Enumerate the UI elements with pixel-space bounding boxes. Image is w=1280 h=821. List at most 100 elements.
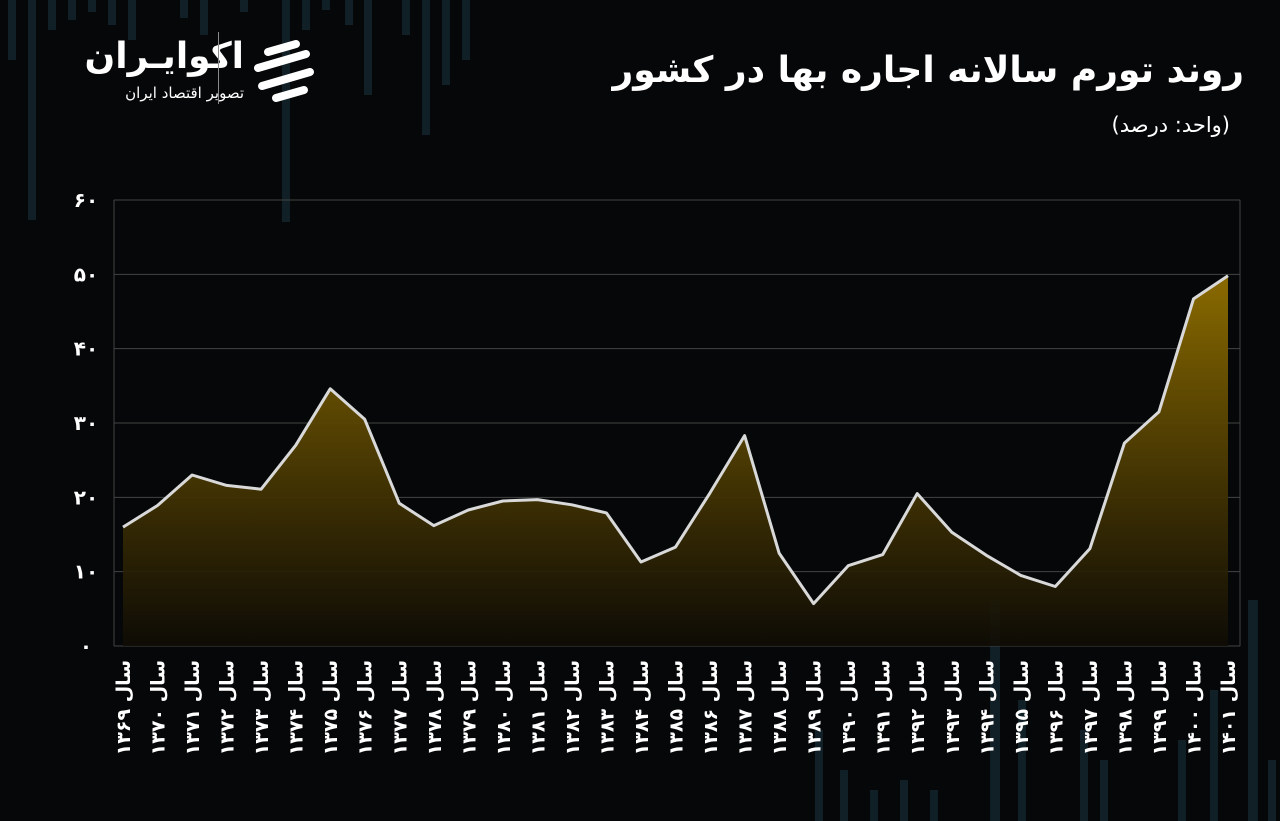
data-point xyxy=(1088,547,1092,551)
data-point xyxy=(259,487,263,491)
x-tick-label: سال ۱۳۹۳ xyxy=(942,660,964,755)
y-tick-label: ۴۰ xyxy=(74,337,98,361)
brand-name: اکوایـران xyxy=(84,36,244,77)
data-point xyxy=(363,417,367,421)
x-tick-label: سال ۱۳۸۶ xyxy=(700,660,722,755)
decor-bar xyxy=(815,730,823,821)
x-tick-label: سال ۱۳۸۵ xyxy=(666,660,688,755)
data-point xyxy=(570,503,574,507)
brand-logo: اکوایـران تصویر اقتصاد ایران xyxy=(50,32,320,112)
data-point xyxy=(328,387,332,391)
x-tick-label: سال ۱۴۰۱ xyxy=(1218,660,1240,755)
data-point xyxy=(501,499,505,503)
decor-bar xyxy=(1210,690,1218,821)
decor-bar xyxy=(1080,730,1088,821)
x-tick-label: سال ۱۳۹۰ xyxy=(838,660,860,755)
decor-bar xyxy=(345,0,353,25)
x-tick-label: سال ۱۳۷۳ xyxy=(251,660,273,755)
data-point xyxy=(708,491,712,495)
y-tick-label: ۱۰ xyxy=(74,560,98,584)
decor-bar xyxy=(8,0,16,60)
x-tick-label: سال ۱۳۶۹ xyxy=(113,660,135,755)
data-point xyxy=(1053,585,1057,589)
data-point xyxy=(225,483,229,487)
chart-title: روند تورم سالانه اجاره بها در کشور xyxy=(612,50,1244,91)
decor-bar xyxy=(28,0,36,220)
decor-bar xyxy=(240,0,248,12)
x-tick-label: سال ۱۳۸۲ xyxy=(562,660,584,755)
y-tick-label: ۳۰ xyxy=(74,411,98,435)
data-point xyxy=(1191,297,1195,301)
x-tick-label: سال ۱۴۰۰ xyxy=(1183,660,1205,755)
decor-bar xyxy=(1178,740,1186,821)
data-point xyxy=(639,560,643,564)
data-point xyxy=(915,492,919,496)
decor-bar xyxy=(88,0,96,12)
decor-bar xyxy=(990,600,1000,821)
data-point xyxy=(777,551,781,555)
decor-bar xyxy=(302,0,310,30)
data-point xyxy=(812,602,816,606)
decor-bar xyxy=(870,790,878,821)
data-point xyxy=(1157,410,1161,414)
x-tick-label: سال ۱۳۸۴ xyxy=(631,660,653,755)
x-tick-label: سال ۱۳۹۶ xyxy=(1045,660,1067,755)
data-point xyxy=(604,511,608,515)
x-tick-label: سال ۱۳۷۱ xyxy=(182,660,204,755)
data-point xyxy=(535,498,539,502)
data-point xyxy=(397,501,401,505)
decor-bar xyxy=(180,0,188,18)
x-tick-label: سال ۱۳۹۲ xyxy=(907,660,929,755)
decor-bar xyxy=(1018,700,1026,821)
y-tick-label: ۲۰ xyxy=(74,485,98,509)
x-tick-label: سال ۱۳۸۸ xyxy=(769,660,791,755)
decor-bar xyxy=(930,790,938,821)
x-tick-label: سال ۱۳۸۳ xyxy=(596,660,618,755)
x-tick-label: سال ۱۳۷۴ xyxy=(286,660,308,755)
decor-bar xyxy=(402,0,410,35)
decor-bar xyxy=(1268,760,1276,821)
data-point xyxy=(1122,441,1126,445)
area-fill xyxy=(123,275,1228,646)
y-tick-label: ۰ xyxy=(80,634,92,658)
data-point xyxy=(432,524,436,528)
data-point xyxy=(294,443,298,447)
decor-bar xyxy=(364,0,372,95)
decor-bar xyxy=(442,0,450,85)
y-tick-label: ۶۰ xyxy=(74,188,98,212)
ekoiran-logo-icon xyxy=(254,40,314,102)
x-tick-label: سال ۱۳۸۹ xyxy=(804,660,826,755)
decor-bar xyxy=(200,0,208,35)
x-tick-label: سال ۱۳۹۸ xyxy=(1114,660,1136,755)
data-point xyxy=(950,530,954,534)
decor-bar xyxy=(282,0,290,222)
x-tick-label: سال ۱۳۸۷ xyxy=(735,660,757,755)
unit-label: (واحد: درصد) xyxy=(1111,113,1230,137)
x-tick-label: سال ۱۳۷۵ xyxy=(320,660,342,755)
data-point xyxy=(156,504,160,508)
x-tick-label: سال ۱۳۷۲ xyxy=(217,660,239,755)
decor-bar xyxy=(462,0,470,60)
data-point xyxy=(846,564,850,568)
decor-bar xyxy=(128,0,136,40)
decor-bar xyxy=(1100,760,1108,821)
decor-bar xyxy=(422,0,430,135)
x-tick-label: سال ۱۳۹۱ xyxy=(873,660,895,755)
x-tick-label: سال ۱۳۹۵ xyxy=(1011,660,1033,755)
brand-tagline: تصویر اقتصاد ایران xyxy=(125,84,244,102)
x-tick-label: سال ۱۳۹۴ xyxy=(976,660,998,755)
decor-bar xyxy=(322,0,330,10)
x-tick-label: سال ۱۳۷۷ xyxy=(389,660,411,755)
decor-bar xyxy=(108,0,116,25)
x-tick-label: سال ۱۳۷۰ xyxy=(148,660,170,755)
x-tick-label: سال ۱۳۷۸ xyxy=(424,660,446,755)
x-tick-label: سال ۱۳۸۱ xyxy=(527,660,549,755)
x-tick-label: سال ۱۳۹۷ xyxy=(1080,660,1102,755)
decor-bar xyxy=(1248,600,1258,821)
brand-divider xyxy=(218,32,219,104)
decor-bar xyxy=(840,770,848,821)
decor-bar xyxy=(68,0,76,20)
decor-bar xyxy=(48,0,56,30)
